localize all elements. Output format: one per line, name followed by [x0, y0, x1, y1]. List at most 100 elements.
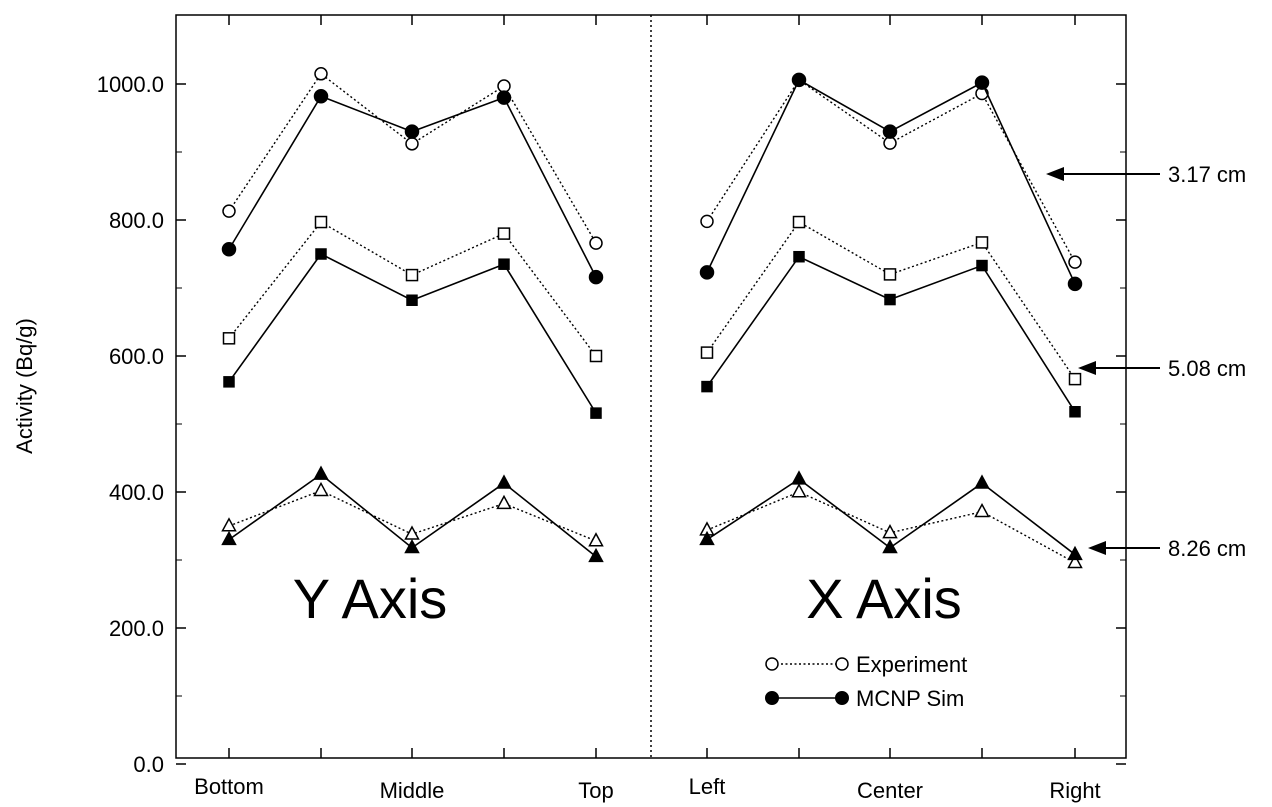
point-square-8-4 — [1068, 372, 1082, 386]
series-line-7 — [706, 78, 1076, 285]
legend: Experiment MCNP Sim — [765, 652, 967, 711]
point-square-8-2 — [883, 268, 897, 281]
point-circle-7-0 — [699, 265, 715, 280]
point-triangle-11-3 — [974, 474, 990, 489]
annotation-8-26-label: 8.26 cm — [1168, 536, 1246, 561]
point-square-3-4 — [590, 407, 602, 419]
point-triangle-5-4 — [588, 547, 604, 563]
series-sim-5-08-cm-panel1 — [701, 250, 1081, 418]
series-line-2 — [228, 221, 597, 357]
annotation-3-17-arrow-head — [1046, 167, 1064, 181]
legend-sim-marker-left — [765, 691, 779, 705]
point-square-3-3 — [498, 258, 510, 270]
point-triangle-11-4 — [1067, 545, 1083, 561]
point-circle-7-2 — [882, 124, 898, 139]
legend-experiment-marker-left — [765, 657, 779, 671]
y-tick-label-0: 0.0 — [133, 752, 164, 777]
series-sim-8-26-cm-panel1 — [699, 470, 1083, 561]
series-line-6 — [706, 78, 1076, 263]
y-tick-label-4: 800.0 — [109, 208, 164, 233]
point-triangle-10-4 — [1067, 553, 1083, 569]
legend-sim-marker-right — [835, 691, 849, 705]
series-line-1 — [228, 95, 597, 278]
point-square-3-2 — [406, 294, 418, 306]
annotation-3-17-cm: 3.17 cm — [1046, 162, 1246, 187]
point-circle-6-2 — [883, 136, 897, 150]
point-square-2-4 — [589, 349, 603, 363]
series-experiment-8-26-cm-panel0 — [221, 481, 604, 547]
panel-title-y-axis: Y Axis — [293, 567, 448, 630]
point-circle-0-3 — [497, 79, 511, 93]
point-triangle-4-3 — [496, 494, 512, 510]
annotation-5-08-arrow-head — [1078, 361, 1096, 375]
category-label-bottom: Bottom — [194, 774, 264, 799]
series-experiment-3-17-cm-panel0 — [222, 67, 603, 250]
point-triangle-10-1 — [791, 483, 807, 498]
point-triangle-10-3 — [974, 502, 990, 518]
point-triangle-11-1 — [791, 470, 807, 485]
point-square-2-0 — [222, 332, 236, 345]
point-square-8-1 — [792, 215, 806, 229]
point-square-9-1 — [793, 250, 805, 263]
point-circle-1-1 — [313, 88, 329, 104]
point-triangle-5-2 — [404, 538, 420, 554]
y-tick-label-2: 400.0 — [109, 480, 164, 505]
point-square-9-3 — [976, 259, 988, 272]
point-square-8-0 — [700, 346, 714, 359]
series-sim-3-17-cm-panel0 — [221, 88, 604, 285]
point-square-2-1 — [314, 215, 328, 229]
point-square-8-3 — [975, 236, 989, 249]
point-square-2-2 — [405, 268, 419, 282]
point-triangle-5-1 — [313, 465, 329, 480]
point-circle-6-0 — [700, 214, 714, 229]
category-label-left: Left — [689, 774, 726, 799]
series-experiment-3-17-cm-panel1 — [700, 73, 1082, 269]
annotation-8-26-cm: 8.26 cm — [1088, 536, 1246, 561]
annotation-5-08-label: 5.08 cm — [1168, 356, 1246, 381]
annotation-5-08-cm: 5.08 cm — [1078, 356, 1246, 381]
point-circle-1-3 — [496, 90, 512, 105]
series-sim-5-08-cm-panel0 — [223, 248, 602, 419]
y-tick-label-1: 200.0 — [109, 616, 164, 641]
panel-title-x-axis: X Axis — [806, 567, 962, 630]
point-square-9-4 — [1069, 406, 1081, 418]
category-label-right: Right — [1049, 778, 1100, 803]
point-circle-7-3 — [974, 75, 990, 90]
point-square-9-2 — [884, 293, 896, 306]
point-circle-7-1 — [791, 72, 807, 88]
category-label-center: Center — [857, 778, 923, 803]
point-square-3-1 — [315, 248, 327, 260]
point-triangle-4-1 — [313, 481, 329, 497]
y-tick-label-3: 600.0 — [109, 344, 164, 369]
point-circle-0-2 — [405, 137, 419, 151]
series-experiment-8-26-cm-panel1 — [699, 483, 1083, 569]
point-circle-1-0 — [221, 241, 237, 257]
point-circle-1-2 — [404, 124, 420, 139]
legend-sim-label: MCNP Sim — [856, 686, 964, 711]
category-label-middle: Middle — [380, 778, 445, 803]
point-circle-0-1 — [314, 67, 328, 81]
point-square-2-3 — [497, 227, 511, 240]
point-circle-1-4 — [588, 269, 604, 285]
y-tick-label-5: 1000.0 — [97, 72, 164, 97]
point-circle-6-4 — [1068, 255, 1082, 269]
series-sim-3-17-cm-panel1 — [699, 72, 1083, 292]
series-experiment-5-08-cm-panel0 — [222, 215, 603, 363]
point-triangle-5-3 — [496, 474, 512, 489]
point-triangle-4-4 — [588, 532, 604, 547]
point-triangle-4-0 — [221, 517, 237, 532]
y-axis-title: Activity (Bq/g) — [12, 318, 37, 454]
point-circle-0-0 — [222, 204, 236, 218]
legend-experiment-label: Experiment — [856, 652, 967, 677]
category-label-top: Top — [578, 778, 613, 803]
series-experiment-5-08-cm-panel1 — [700, 215, 1082, 386]
point-triangle-11-0 — [699, 530, 715, 546]
point-triangle-4-2 — [404, 525, 420, 540]
axis-ticks: 0.0 200.0 400.0 600.0 800.0 1000.0 — [97, 15, 1126, 777]
point-square-9-0 — [701, 380, 713, 393]
series-layer — [221, 67, 1083, 569]
annotation-8-26-arrow-head — [1088, 541, 1106, 555]
point-triangle-5-0 — [221, 530, 237, 546]
point-triangle-11-2 — [882, 538, 898, 554]
